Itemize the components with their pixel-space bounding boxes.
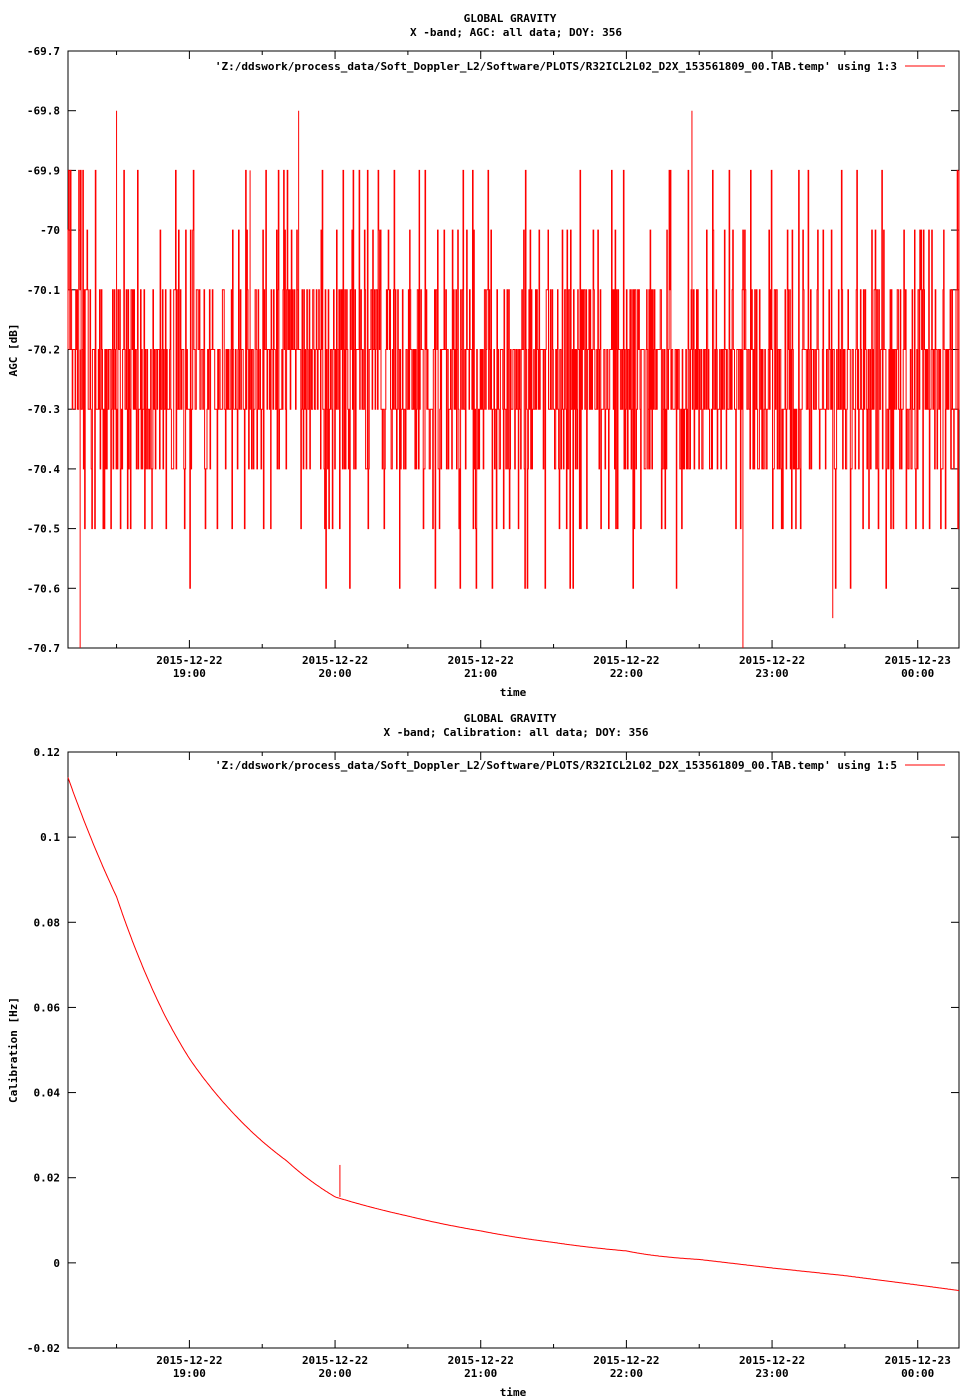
chart-subtitle: X -band; Calibration: all data; DOY: 356	[384, 726, 649, 739]
x-tick-time: 19:00	[173, 667, 206, 680]
y-tick-label: -69.9	[27, 164, 60, 177]
y-tick-label: 0.04	[34, 1087, 61, 1100]
x-tick-date: 2015-12-22	[739, 654, 805, 667]
y-axis: 0.12 0.1 0.08 0.06 0.04 0.02 0 -0.02	[27, 746, 959, 1355]
x-tick-date: 2015-12-22	[448, 1354, 514, 1367]
y-tick-label: -0.02	[27, 1342, 60, 1355]
chart-subtitle: X -band; AGC: all data; DOY: 356	[410, 26, 622, 39]
x-tick-date: 2015-12-22	[302, 654, 368, 667]
legend: 'Z:/ddswork/process_data/Soft_Doppler_L2…	[215, 60, 945, 73]
x-axis: 2015-12-2219:002015-12-2220:002015-12-22…	[116, 752, 951, 1380]
y-tick-label: 0.08	[34, 916, 61, 929]
series-agc	[67, 110, 960, 648]
y-axis-label: AGC [dB]	[7, 324, 20, 377]
x-axis-label: time	[500, 1386, 527, 1399]
y-tick-label: 0.1	[40, 831, 60, 844]
y-axis-label: Calibration [Hz]	[7, 997, 20, 1103]
y-tick-label: -70.1	[27, 284, 60, 297]
y-tick-label: -69.8	[27, 105, 60, 118]
x-tick-date: 2015-12-22	[593, 1354, 659, 1367]
x-axis: 2015-12-2219:002015-12-2220:002015-12-22…	[116, 51, 951, 680]
x-tick-date: 2015-12-23	[885, 654, 951, 667]
plot-frame	[67, 751, 960, 1349]
calibration-trace	[67, 777, 960, 1291]
y-tick-label: 0.12	[34, 746, 61, 759]
y-tick-label: -69.7	[27, 45, 60, 58]
chart-title: GLOBAL GRAVITY	[464, 12, 557, 25]
x-tick-time: 23:00	[755, 667, 788, 680]
x-tick-time: 22:00	[610, 667, 643, 680]
legend: 'Z:/ddswork/process_data/Soft_Doppler_L2…	[215, 759, 945, 772]
x-tick-date: 2015-12-22	[156, 654, 222, 667]
y-tick-label: -70.4	[27, 463, 60, 476]
x-tick-time: 20:00	[318, 1367, 351, 1380]
agc-trace	[67, 169, 960, 589]
y-tick-label: -70.6	[27, 582, 60, 595]
chart-title: GLOBAL GRAVITY	[464, 712, 557, 725]
x-tick-date: 2015-12-23	[885, 1354, 951, 1367]
y-tick-label: 0.02	[34, 1172, 61, 1185]
x-tick-time: 19:00	[173, 1367, 206, 1380]
y-tick-label: -70.3	[27, 403, 60, 416]
x-tick-date: 2015-12-22	[593, 654, 659, 667]
x-tick-time: 21:00	[464, 1367, 497, 1380]
legend-entry: 'Z:/ddswork/process_data/Soft_Doppler_L2…	[215, 759, 897, 772]
x-axis-label: time	[500, 686, 527, 699]
x-tick-date: 2015-12-22	[739, 1354, 805, 1367]
x-tick-date: 2015-12-22	[302, 1354, 368, 1367]
x-tick-time: 00:00	[901, 667, 934, 680]
x-tick-time: 20:00	[318, 667, 351, 680]
x-tick-time: 00:00	[901, 1367, 934, 1380]
y-tick-label: -70.5	[27, 523, 60, 536]
x-tick-time: 23:00	[755, 1367, 788, 1380]
y-tick-label: -70	[40, 224, 60, 237]
calibration-chart: GLOBAL GRAVITY X -band; Calibration: all…	[7, 712, 960, 1399]
x-tick-time: 22:00	[610, 1367, 643, 1380]
x-tick-date: 2015-12-22	[448, 654, 514, 667]
y-tick-label: 0	[53, 1257, 60, 1270]
y-tick-label: -70.7	[27, 642, 60, 655]
x-tick-time: 21:00	[464, 667, 497, 680]
legend-entry: 'Z:/ddswork/process_data/Soft_Doppler_L2…	[215, 60, 897, 73]
y-tick-label: 0.06	[34, 1001, 61, 1014]
series-calibration	[67, 777, 960, 1291]
agc-chart: GLOBAL GRAVITY X -band; AGC: all data; D…	[7, 12, 960, 699]
y-tick-label: -70.2	[27, 344, 60, 357]
x-tick-date: 2015-12-22	[156, 1354, 222, 1367]
